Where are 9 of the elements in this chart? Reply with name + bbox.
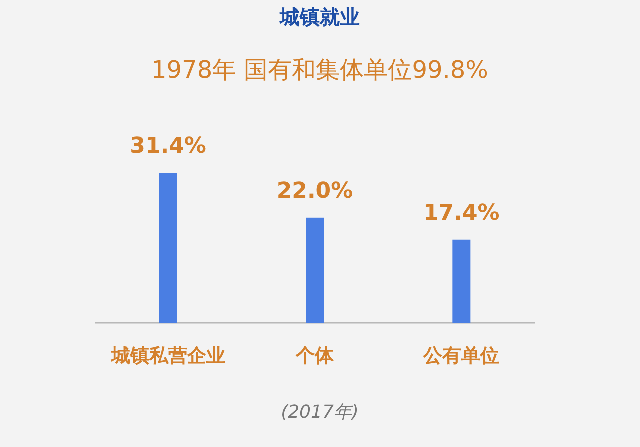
data-label: 31.4% (130, 134, 206, 159)
chart-subtitle: 1978年 国有和集体单位99.8% (152, 56, 488, 84)
data-label: 17.4% (424, 200, 500, 226)
x-tick-label: 公有单位 (422, 345, 500, 367)
x-tick-label: 个体 (295, 345, 335, 367)
data-label: 22.0% (276, 178, 354, 204)
text: (2017年) (281, 402, 359, 423)
chart-title: 城镇就业 (279, 5, 360, 29)
x-tick-label: 城镇私营企业 (110, 345, 226, 367)
